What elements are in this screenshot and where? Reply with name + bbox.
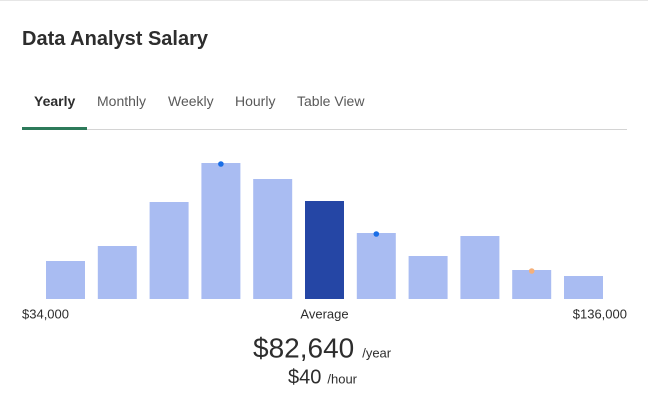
bar <box>460 236 500 299</box>
hourly-unit: /hour <box>327 371 357 386</box>
title: Data Analyst Salary <box>22 28 209 50</box>
bar <box>201 163 241 299</box>
tab[interactable]: Table View <box>297 93 365 109</box>
tab-underline <box>22 127 87 130</box>
hourly-salary: $40 <box>288 366 321 388</box>
x-label: $34,000 <box>22 306 69 321</box>
yearly-unit: /year <box>362 345 392 360</box>
bar-dot <box>528 268 535 274</box>
bar <box>253 179 293 299</box>
bar <box>512 270 552 299</box>
bar <box>408 256 448 299</box>
tab[interactable]: Monthly <box>97 93 147 109</box>
x-label: Average <box>300 306 348 321</box>
tab[interactable]: Hourly <box>235 93 276 109</box>
tab[interactable]: Yearly <box>34 93 76 109</box>
bar <box>305 201 344 299</box>
bar <box>356 233 396 299</box>
bar <box>46 261 85 299</box>
x-label: $136,000 <box>573 306 627 321</box>
bar <box>97 246 137 299</box>
bar <box>564 276 603 299</box>
tab-rule <box>22 129 627 130</box>
bar-dot <box>218 161 224 167</box>
yearly-salary: $82,640 <box>253 332 354 363</box>
bar-dot <box>373 231 380 237</box>
bar <box>149 202 189 299</box>
tab[interactable]: Weekly <box>168 93 214 109</box>
